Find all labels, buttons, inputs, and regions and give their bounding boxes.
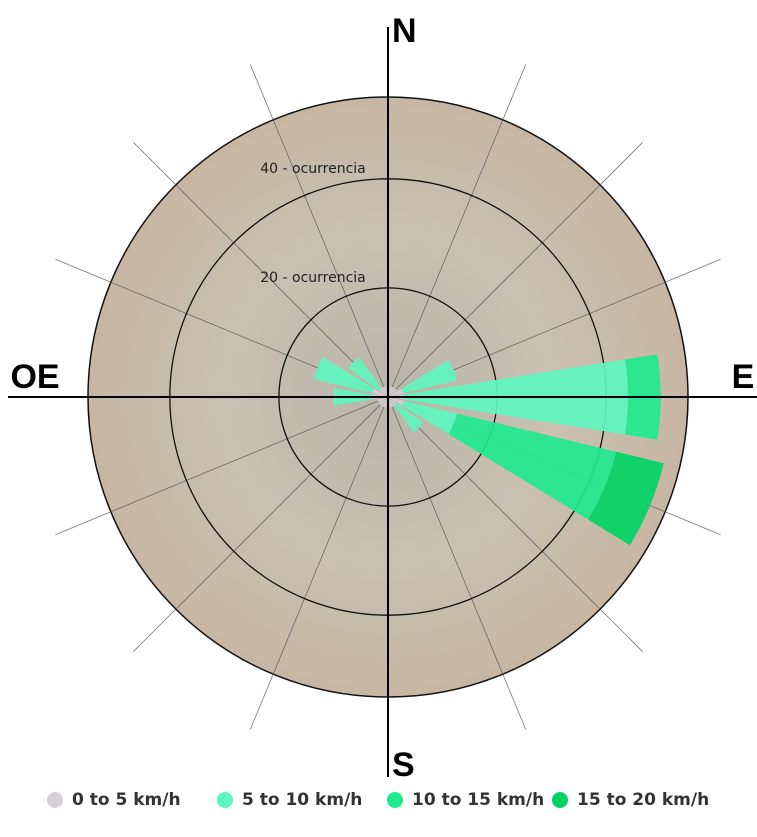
wedge: [379, 388, 388, 397]
wedge: [401, 400, 457, 435]
wedge: [448, 413, 617, 520]
direction-label: E: [732, 358, 755, 396]
legend-swatch: [387, 792, 403, 808]
wedge: [401, 359, 457, 394]
legend-swatch: [47, 792, 63, 808]
wedge: [348, 357, 382, 391]
wedge: [388, 397, 397, 406]
wedge: [313, 357, 375, 394]
wedge: [377, 397, 388, 403]
ring-label: 40 - ocurrencia: [260, 161, 366, 177]
wedge: [382, 397, 388, 408]
direction-label: N: [392, 12, 417, 50]
legend-swatch: [552, 792, 568, 808]
legend-swatch: [217, 792, 233, 808]
spoke: [133, 142, 389, 398]
legend-label: 10 to 15 km/h: [412, 790, 544, 810]
wedge: [388, 386, 394, 397]
direction-label: OE: [10, 358, 59, 396]
legend-label: 0 to 5 km/h: [72, 790, 181, 810]
wedge: [372, 388, 388, 397]
wedge: [587, 451, 664, 546]
wedge: [394, 403, 424, 433]
legend: 0 to 5 km/h 5 to 10 km/h 10 to 15 km/h 15 t…: [47, 790, 709, 810]
direction-label: S: [392, 746, 415, 784]
wedge: [388, 397, 394, 408]
spoke: [249, 396, 389, 730]
wedge: [388, 388, 404, 397]
spoke: [387, 396, 643, 652]
wedge: [388, 388, 397, 397]
spoke: [133, 396, 389, 652]
spoke: [387, 142, 643, 398]
ring-label: 20 - ocurrencia: [260, 270, 366, 286]
wedge: [379, 397, 388, 406]
spoke: [387, 64, 527, 398]
spoke: [387, 396, 527, 730]
spoke: [55, 396, 389, 536]
plot-area: 20 - ocurrencia 40 - ocurrencia N E S OE: [8, 12, 757, 784]
spoke: [249, 64, 389, 398]
wedge: [388, 397, 404, 406]
wedge: [382, 386, 388, 397]
legend-label: 5 to 10 km/h: [242, 790, 362, 810]
legend-label: 15 to 20 km/h: [577, 790, 709, 810]
